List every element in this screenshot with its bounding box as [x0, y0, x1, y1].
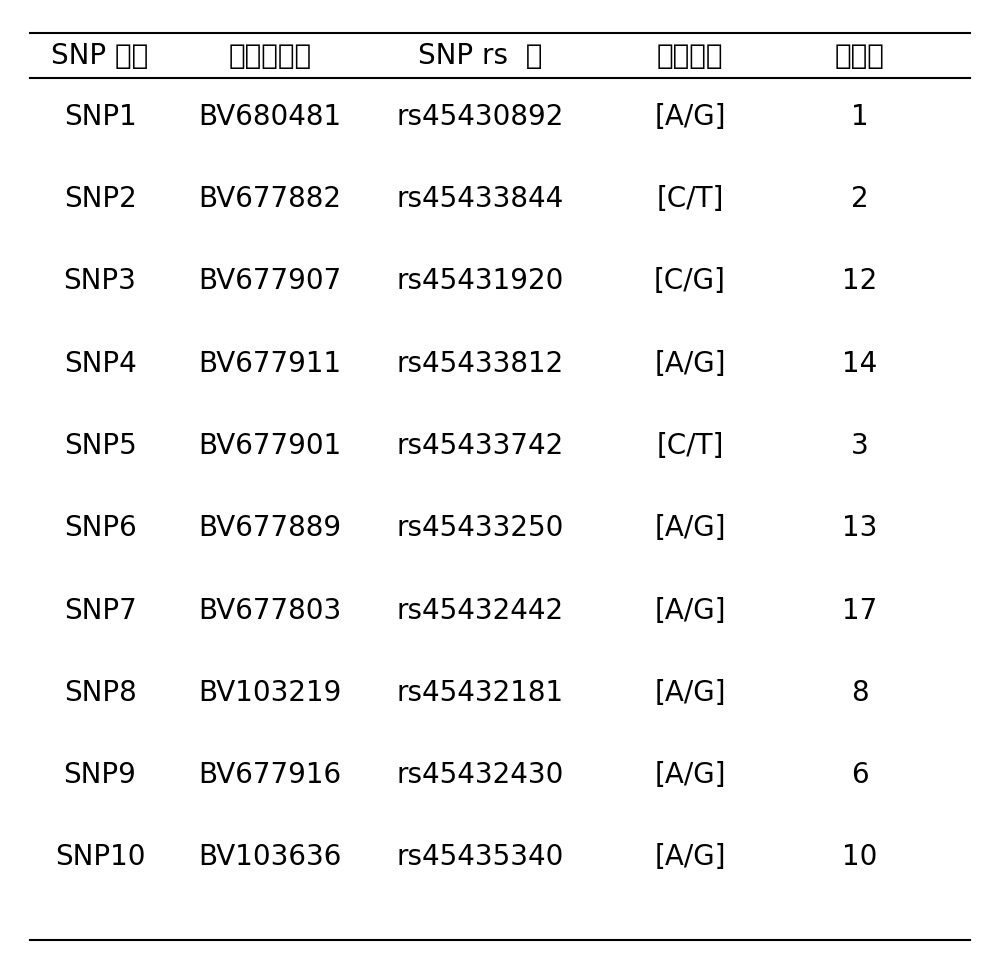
Text: [C/T]: [C/T] [656, 185, 724, 213]
Text: SNP5: SNP5 [64, 432, 136, 460]
Text: BV677901: BV677901 [198, 432, 342, 460]
Text: 等位基因: 等位基因 [657, 41, 723, 70]
Text: 1: 1 [851, 102, 869, 131]
Text: 14: 14 [842, 349, 878, 378]
Text: 17: 17 [842, 596, 878, 625]
Text: SNP2: SNP2 [64, 185, 136, 213]
Text: SNP10: SNP10 [55, 843, 145, 872]
Text: [A/G]: [A/G] [654, 843, 726, 872]
Text: rs45433250: rs45433250 [396, 514, 564, 543]
Text: 染色体: 染色体 [835, 41, 885, 70]
Text: 12: 12 [842, 267, 878, 296]
Text: [A/G]: [A/G] [654, 514, 726, 543]
Text: BV677803: BV677803 [198, 596, 342, 625]
Text: rs45433812: rs45433812 [396, 349, 564, 378]
Text: SNP8: SNP8 [64, 679, 136, 707]
Text: 13: 13 [842, 514, 878, 543]
Text: BV680481: BV680481 [198, 102, 342, 131]
Text: BV677916: BV677916 [198, 761, 342, 790]
Text: [A/G]: [A/G] [654, 679, 726, 707]
Text: 10: 10 [842, 843, 878, 872]
Text: BV677911: BV677911 [198, 349, 342, 378]
Text: [C/G]: [C/G] [654, 267, 726, 296]
Text: BV677889: BV677889 [198, 514, 342, 543]
Text: SNP4: SNP4 [64, 349, 136, 378]
Text: BV677882: BV677882 [198, 185, 342, 213]
Text: SNP3: SNP3 [64, 267, 136, 296]
Text: BV103219: BV103219 [198, 679, 342, 707]
Text: SNP1: SNP1 [64, 102, 136, 131]
Text: 8: 8 [851, 679, 869, 707]
Text: [A/G]: [A/G] [654, 761, 726, 790]
Text: [C/T]: [C/T] [656, 432, 724, 460]
Text: rs45431920: rs45431920 [396, 267, 564, 296]
Text: BV677907: BV677907 [198, 267, 342, 296]
Text: 2: 2 [851, 185, 869, 213]
Text: rs45432430: rs45432430 [396, 761, 564, 790]
Text: SNP7: SNP7 [64, 596, 136, 625]
Text: SNP 编号: SNP 编号 [51, 41, 149, 70]
Text: rs45433844: rs45433844 [396, 185, 564, 213]
Text: 6: 6 [851, 761, 869, 790]
Text: [A/G]: [A/G] [654, 349, 726, 378]
Text: [A/G]: [A/G] [654, 596, 726, 625]
Text: SNP rs  号: SNP rs 号 [418, 41, 542, 70]
Text: rs45433742: rs45433742 [396, 432, 564, 460]
Text: 3: 3 [851, 432, 869, 460]
Text: BV103636: BV103636 [198, 843, 342, 872]
Text: rs45432181: rs45432181 [396, 679, 564, 707]
Text: rs45432442: rs45432442 [396, 596, 564, 625]
Text: [A/G]: [A/G] [654, 102, 726, 131]
Text: SNP6: SNP6 [64, 514, 136, 543]
Text: 基因登录号: 基因登录号 [228, 41, 312, 70]
Text: SNP9: SNP9 [64, 761, 136, 790]
Text: rs45435340: rs45435340 [396, 843, 564, 872]
Text: rs45430892: rs45430892 [396, 102, 564, 131]
